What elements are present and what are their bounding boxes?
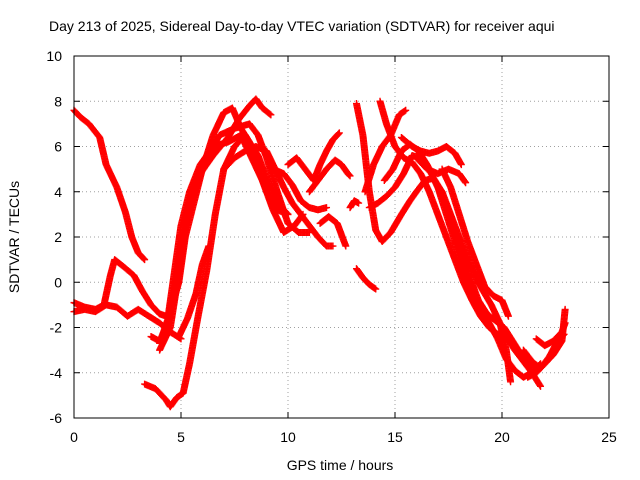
series-arc-13 xyxy=(305,156,354,196)
data-point xyxy=(267,111,275,119)
tick-labels: 0 5 10 15 20 25 -6 -4 -2 0 2 4 6 8 10 xyxy=(46,48,617,445)
data-point xyxy=(559,331,567,339)
x-tick-label: 20 xyxy=(494,429,510,445)
y-tick-label: 0 xyxy=(54,274,62,290)
data-point xyxy=(537,382,545,390)
axis-ticks xyxy=(73,55,610,419)
data-point xyxy=(504,312,512,320)
data-marks xyxy=(70,95,569,411)
x-tick-label: 10 xyxy=(280,429,296,445)
series-arc-24 xyxy=(438,165,512,320)
series-arc-7 xyxy=(164,131,307,320)
y-tick-label: -2 xyxy=(50,320,63,336)
series-arc-10 xyxy=(220,143,337,250)
data-point xyxy=(561,319,569,327)
series-arc-22 xyxy=(397,133,465,169)
y-tick-label: 2 xyxy=(54,229,62,245)
data-point xyxy=(205,242,213,250)
data-point xyxy=(323,204,331,212)
y-tick-label: 10 xyxy=(46,48,62,64)
y-tick-label: 4 xyxy=(54,184,62,200)
series-arc-12 xyxy=(284,129,343,184)
data-point xyxy=(372,285,380,293)
chart-title: Day 213 of 2025, Sidereal Day-to-day VTE… xyxy=(49,18,555,34)
data-point xyxy=(457,161,465,169)
series-arc-1 xyxy=(70,106,149,264)
series-arc-15 xyxy=(346,197,363,212)
series-arc-11 xyxy=(269,165,331,214)
data-point xyxy=(402,106,410,114)
x-tick-label: 5 xyxy=(177,429,185,445)
data-point xyxy=(345,170,353,178)
series-arc-8 xyxy=(156,95,275,347)
data-point xyxy=(329,242,337,250)
data-point xyxy=(560,330,568,338)
data-point xyxy=(140,255,148,263)
data-point xyxy=(345,171,353,179)
x-tick-label: 15 xyxy=(387,429,403,445)
data-point xyxy=(342,242,350,250)
series-arc-3 xyxy=(70,256,170,320)
y-tick-label: -6 xyxy=(50,410,63,426)
series-arc-17 xyxy=(352,265,380,293)
data-point xyxy=(507,378,515,386)
series-arc-23 xyxy=(412,154,470,187)
data-point xyxy=(461,178,469,186)
y-tick-label: 6 xyxy=(54,139,62,155)
y-axis-label: SDTVAR / TECUs xyxy=(6,181,22,293)
y-tick-label: -4 xyxy=(50,365,63,381)
data-point xyxy=(462,179,470,187)
data-point xyxy=(335,129,343,137)
series-arc-9 xyxy=(175,242,213,341)
data-point xyxy=(335,130,343,138)
data-point xyxy=(266,110,274,118)
x-tick-label: 0 xyxy=(70,429,78,445)
data-point xyxy=(346,172,354,180)
data-point xyxy=(561,305,569,313)
data-point xyxy=(355,199,363,207)
x-axis-label: GPS time / hours xyxy=(287,457,394,473)
series-arc-14 xyxy=(316,213,350,250)
x-tick-label: 25 xyxy=(601,429,617,445)
series-arc-26 xyxy=(532,319,569,350)
data-point xyxy=(141,256,149,264)
series-arc-27 xyxy=(519,330,568,372)
y-tick-label: 8 xyxy=(54,93,62,109)
